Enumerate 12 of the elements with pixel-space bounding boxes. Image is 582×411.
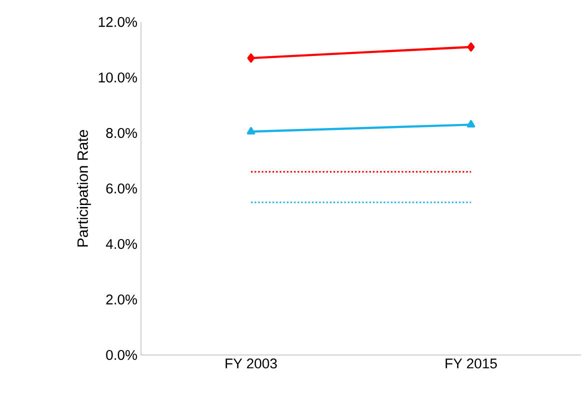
y-tick-label: 6.0% xyxy=(106,184,137,194)
y-tick-label: 2.0% xyxy=(106,294,137,304)
x-tick-label: FY 2003 xyxy=(226,358,277,368)
y-tick-label: 0.0% xyxy=(106,350,137,360)
y-tick-label: 8.0% xyxy=(106,128,137,138)
y-tick-label: 4.0% xyxy=(106,239,137,249)
y-axis-title: Participation Rate xyxy=(76,130,91,246)
y-tick-label: 12.0% xyxy=(98,17,137,27)
x-tick-label: FY 2015 xyxy=(446,358,497,368)
y-tick-label: 10.0% xyxy=(98,72,137,82)
point xyxy=(467,42,475,52)
point xyxy=(247,53,255,63)
